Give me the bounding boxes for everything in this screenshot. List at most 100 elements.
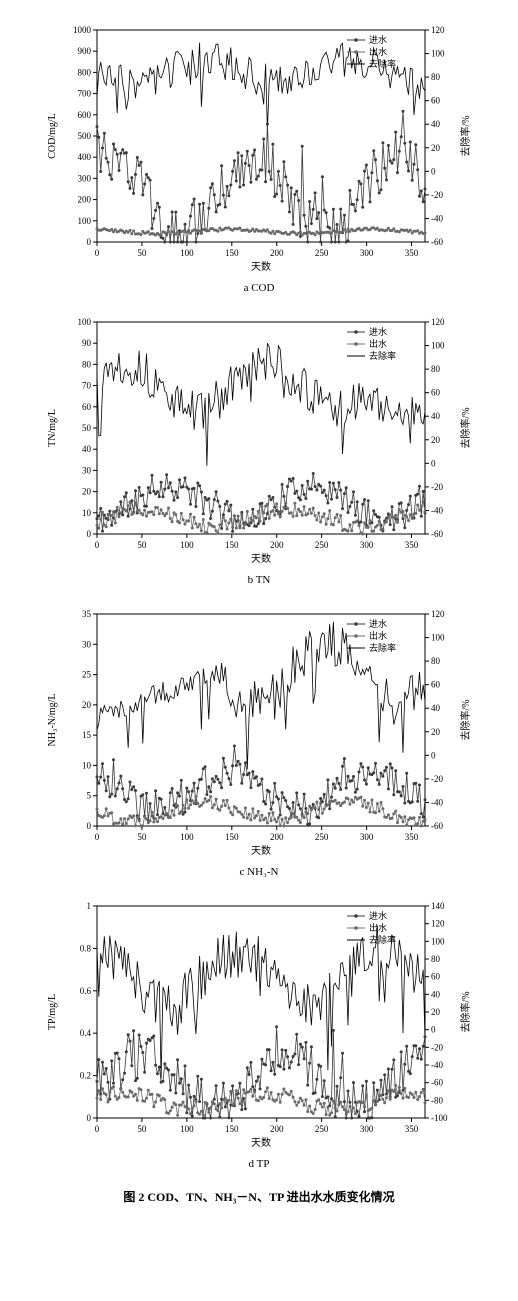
ytick: 500 [78, 131, 92, 141]
y2tick: -80 [431, 1095, 443, 1105]
y2label: 去除率/% [459, 407, 472, 448]
y2tick: -40 [431, 505, 443, 515]
xtick: 350 [405, 540, 419, 550]
svg-text:出水: 出水 [369, 46, 387, 57]
y2tick: -60 [431, 1078, 443, 1088]
y2tick: -60 [431, 237, 443, 247]
subcaption-tp: d TP [10, 1158, 508, 1170]
y2tick: 0 [431, 458, 436, 468]
xtick: 0 [95, 540, 100, 550]
xtick: 200 [270, 248, 284, 258]
chart-tn: 0501001502002503003500102030405060708090… [39, 312, 479, 572]
ytick: 0.8 [80, 943, 92, 953]
y2label: 去除率/% [459, 991, 472, 1032]
xtick: 150 [225, 540, 239, 550]
xtick: 50 [137, 248, 147, 258]
y2tick: 100 [431, 341, 445, 351]
xlabel: 天数 [251, 1136, 271, 1149]
ytick: 20 [82, 487, 92, 497]
y2tick: 80 [431, 656, 441, 666]
svg-text:去除率: 去除率 [369, 58, 396, 69]
xlabel: 天数 [251, 260, 271, 273]
xtick: 250 [315, 248, 329, 258]
chart-grid: 0501001502002503003500100200300400500600… [10, 20, 508, 1170]
y2tick: 120 [431, 609, 445, 619]
y2tick: -20 [431, 482, 443, 492]
xtick: 50 [137, 832, 147, 842]
xtick: 350 [405, 832, 419, 842]
y2tick: 100 [431, 633, 445, 643]
ytick: 800 [78, 67, 92, 77]
y2tick: 20 [431, 727, 441, 737]
xtick: 100 [180, 248, 194, 258]
y2tick: 100 [431, 936, 445, 946]
y2tick: 0 [431, 750, 436, 760]
y2tick: 40 [431, 119, 441, 129]
y2tick: 0 [431, 1025, 436, 1035]
y2tick: 20 [431, 1007, 441, 1017]
ytick: 700 [78, 89, 92, 99]
y2tick: -20 [431, 190, 443, 200]
xtick: 100 [180, 832, 194, 842]
y2tick: 40 [431, 989, 441, 999]
ytick: 0.6 [80, 986, 92, 996]
ytick: 90 [82, 338, 92, 348]
y2tick: 80 [431, 364, 441, 374]
y2tick: 20 [431, 435, 441, 445]
xtick: 250 [315, 540, 329, 550]
xtick: 300 [360, 248, 374, 258]
subcaption-tn: b TN [10, 574, 508, 586]
y2tick: -100 [431, 1113, 448, 1123]
ylabel: TN/mg/L [47, 409, 58, 447]
ytick: 0.2 [80, 1071, 91, 1081]
y2tick: -60 [431, 821, 443, 831]
ytick: 10 [82, 508, 92, 518]
xtick: 150 [225, 248, 239, 258]
chart-cod: 0501001502002503003500100200300400500600… [39, 20, 479, 280]
y2tick: -40 [431, 1060, 443, 1070]
ytick: 900 [78, 46, 92, 56]
ytick: 400 [78, 152, 92, 162]
legend: 进水出水去除率 [347, 34, 396, 69]
ytick: 60 [82, 402, 92, 412]
figure-caption: 图 2 COD、TN、NH₃－N、TP 进出水水质变化情况 [10, 1188, 508, 1205]
xtick: 0 [95, 248, 100, 258]
ytick: 0 [87, 821, 92, 831]
ylabel: COD/mg/L [47, 113, 58, 159]
ytick: 10 [82, 760, 92, 770]
y2tick: 60 [431, 972, 441, 982]
ytick: 30 [82, 465, 92, 475]
xtick: 250 [315, 832, 329, 842]
y2tick: 120 [431, 317, 445, 327]
ytick: 1 [87, 901, 92, 911]
y2tick: 120 [431, 25, 445, 35]
y2tick: 60 [431, 388, 441, 398]
panel-tp: 05010015020025030035000.20.40.60.81-100-… [10, 896, 508, 1170]
svg-text:进水: 进水 [369, 326, 387, 337]
y2tick: 60 [431, 680, 441, 690]
ytick: 40 [82, 444, 92, 454]
ytick: 50 [82, 423, 92, 433]
y2tick: 140 [431, 901, 445, 911]
svg-text:出水: 出水 [369, 630, 387, 641]
ylabel: NH₃-N/mg/L [47, 694, 58, 747]
xtick: 250 [315, 1124, 329, 1134]
xtick: 350 [405, 248, 419, 258]
legend: 进水出水去除率 [347, 326, 396, 361]
panel-tn: 0501001502002503003500102030405060708090… [10, 312, 508, 586]
xtick: 150 [225, 832, 239, 842]
subcaption-nh3: c NH₃-N [10, 866, 508, 878]
y2tick: 20 [431, 143, 441, 153]
ytick: 30 [82, 639, 92, 649]
y2tick: 100 [431, 49, 445, 59]
y2label: 去除率/% [459, 115, 472, 156]
y2tick: -40 [431, 797, 443, 807]
xlabel: 天数 [251, 552, 271, 565]
legend: 进水出水去除率 [347, 618, 396, 653]
y2tick: -20 [431, 774, 443, 784]
svg-text:去除率: 去除率 [369, 642, 396, 653]
y2tick: 120 [431, 919, 445, 929]
svg-text:进水: 进水 [369, 910, 387, 921]
y2tick: 60 [431, 96, 441, 106]
xlabel: 天数 [251, 844, 271, 857]
